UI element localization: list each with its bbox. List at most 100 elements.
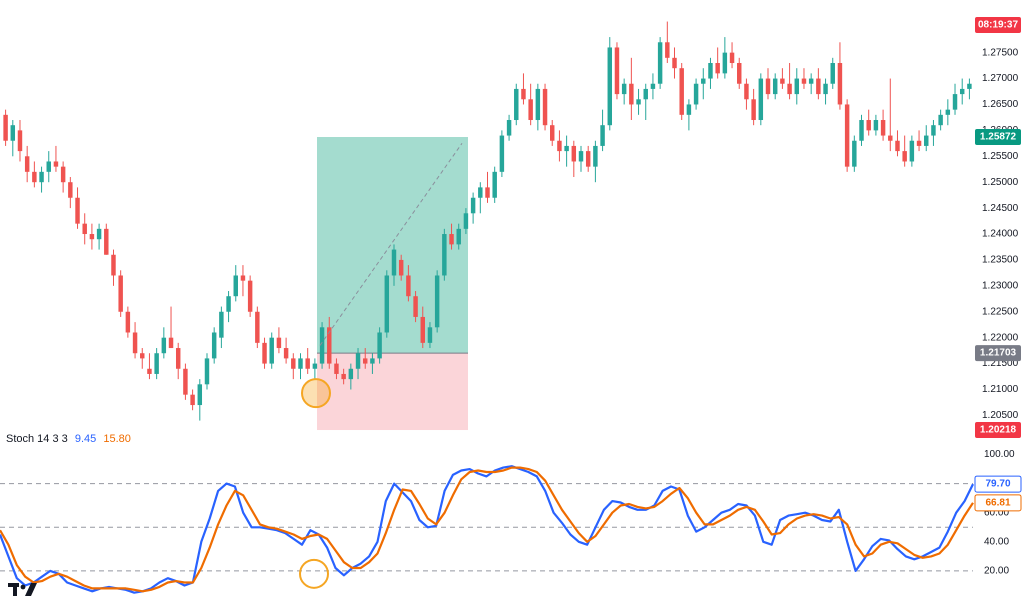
candle-body xyxy=(952,94,958,110)
stochastic-legend[interactable]: Stoch 14 3 3 9.45 15.80 xyxy=(6,433,135,445)
price-badge-bg xyxy=(975,129,1021,146)
candle-body xyxy=(873,120,879,131)
candle-body xyxy=(744,83,749,100)
candle-body xyxy=(924,135,929,146)
candle-body xyxy=(729,52,735,64)
candle-body xyxy=(607,47,613,126)
candle-body xyxy=(161,337,167,354)
price-badge-text: 1.21703 xyxy=(980,348,1017,359)
candle-body xyxy=(485,187,490,198)
candle-body xyxy=(521,88,526,100)
candle-body xyxy=(427,327,433,343)
candle-body xyxy=(593,145,598,167)
candle-body xyxy=(585,151,591,167)
price-tick-label: 1.24500 xyxy=(982,203,1019,214)
stoch-tick-label: 20.00 xyxy=(984,566,1009,577)
candle-body xyxy=(931,125,936,136)
candle-body xyxy=(765,78,771,95)
stop-loss-zone xyxy=(317,353,468,431)
stoch-value-badge: 66.81 xyxy=(974,494,1022,512)
candle-body xyxy=(880,120,886,136)
candle-body xyxy=(442,234,447,276)
candle-body xyxy=(17,130,23,152)
candle-body xyxy=(219,311,224,338)
stoch-tick-label: 100.00 xyxy=(984,449,1015,460)
price-badge: 1.20218 xyxy=(975,422,1021,439)
candle-body xyxy=(449,234,454,245)
price-tick-label: 1.23000 xyxy=(982,280,1019,291)
price-tick-label: 1.20500 xyxy=(982,410,1019,421)
candle-body xyxy=(967,83,972,89)
entry-marker-circle xyxy=(301,378,331,409)
candle-body xyxy=(514,88,519,121)
candle-body xyxy=(600,125,605,146)
candle-body xyxy=(852,140,857,167)
candle-body xyxy=(370,358,375,364)
candle-body xyxy=(528,99,533,121)
candle-body xyxy=(46,161,51,172)
candle-body xyxy=(147,368,152,374)
candle-body xyxy=(327,327,332,364)
oversold-marker-circle xyxy=(299,558,329,589)
candle-body xyxy=(499,135,505,172)
candle-body xyxy=(384,275,390,333)
candle-body xyxy=(650,83,656,89)
tradingview-logo-icon[interactable] xyxy=(8,583,38,602)
candle-body xyxy=(68,182,73,198)
stoch-d-line xyxy=(0,466,974,593)
candle-body xyxy=(701,78,706,84)
candle-body xyxy=(621,83,627,95)
candle-body xyxy=(211,332,217,359)
candle-body xyxy=(665,42,670,58)
candle-body xyxy=(82,223,87,235)
candle-body xyxy=(298,358,303,369)
candle-body xyxy=(175,348,181,369)
candle-body xyxy=(60,166,66,183)
candle-body xyxy=(197,384,203,406)
candle-body xyxy=(3,114,8,141)
stoch-tick-label: 60.00 xyxy=(984,507,1009,518)
candle-body xyxy=(140,353,145,359)
candle-body xyxy=(456,228,461,245)
candle-body xyxy=(859,120,864,141)
stoch-value-badge-bg xyxy=(974,494,1022,512)
candle-body xyxy=(557,140,562,152)
candle-body xyxy=(132,332,138,354)
candle-body xyxy=(255,311,260,343)
price-tick-label: 1.23500 xyxy=(982,255,1019,266)
price-tick-label: 1.22500 xyxy=(982,306,1019,317)
candle-body xyxy=(89,234,95,240)
candle-body xyxy=(938,114,943,126)
candle-body xyxy=(909,140,915,162)
candle-body xyxy=(751,99,756,121)
candle-body xyxy=(269,337,274,364)
candle-body xyxy=(154,353,159,374)
candle-body xyxy=(686,104,692,115)
candle-body xyxy=(614,47,620,95)
candle-body xyxy=(837,63,843,105)
candle-body xyxy=(305,358,310,369)
candle-body xyxy=(672,57,677,69)
candle-body xyxy=(693,83,699,105)
candle-body xyxy=(916,140,922,146)
time-badge-bg xyxy=(975,17,1021,33)
candle-body xyxy=(204,358,210,385)
candle-body xyxy=(801,78,807,84)
candle-body xyxy=(758,78,764,121)
candle-body xyxy=(823,83,828,95)
k-value: 9.45 xyxy=(74,433,97,445)
candle-body xyxy=(787,83,792,95)
candle-body xyxy=(39,171,44,183)
stoch-tick-label: 40.00 xyxy=(984,536,1009,547)
candle-body xyxy=(262,342,267,364)
candle-body xyxy=(24,156,30,172)
price-badge: 1.25872 xyxy=(975,129,1021,146)
candle-body xyxy=(10,125,16,141)
candle-body xyxy=(291,358,296,369)
stoch-value-badge-text: 79.70 xyxy=(985,479,1010,490)
candle-body xyxy=(168,337,174,349)
candle-body xyxy=(470,197,476,214)
candle-body xyxy=(406,275,411,297)
candle-body xyxy=(226,296,231,312)
